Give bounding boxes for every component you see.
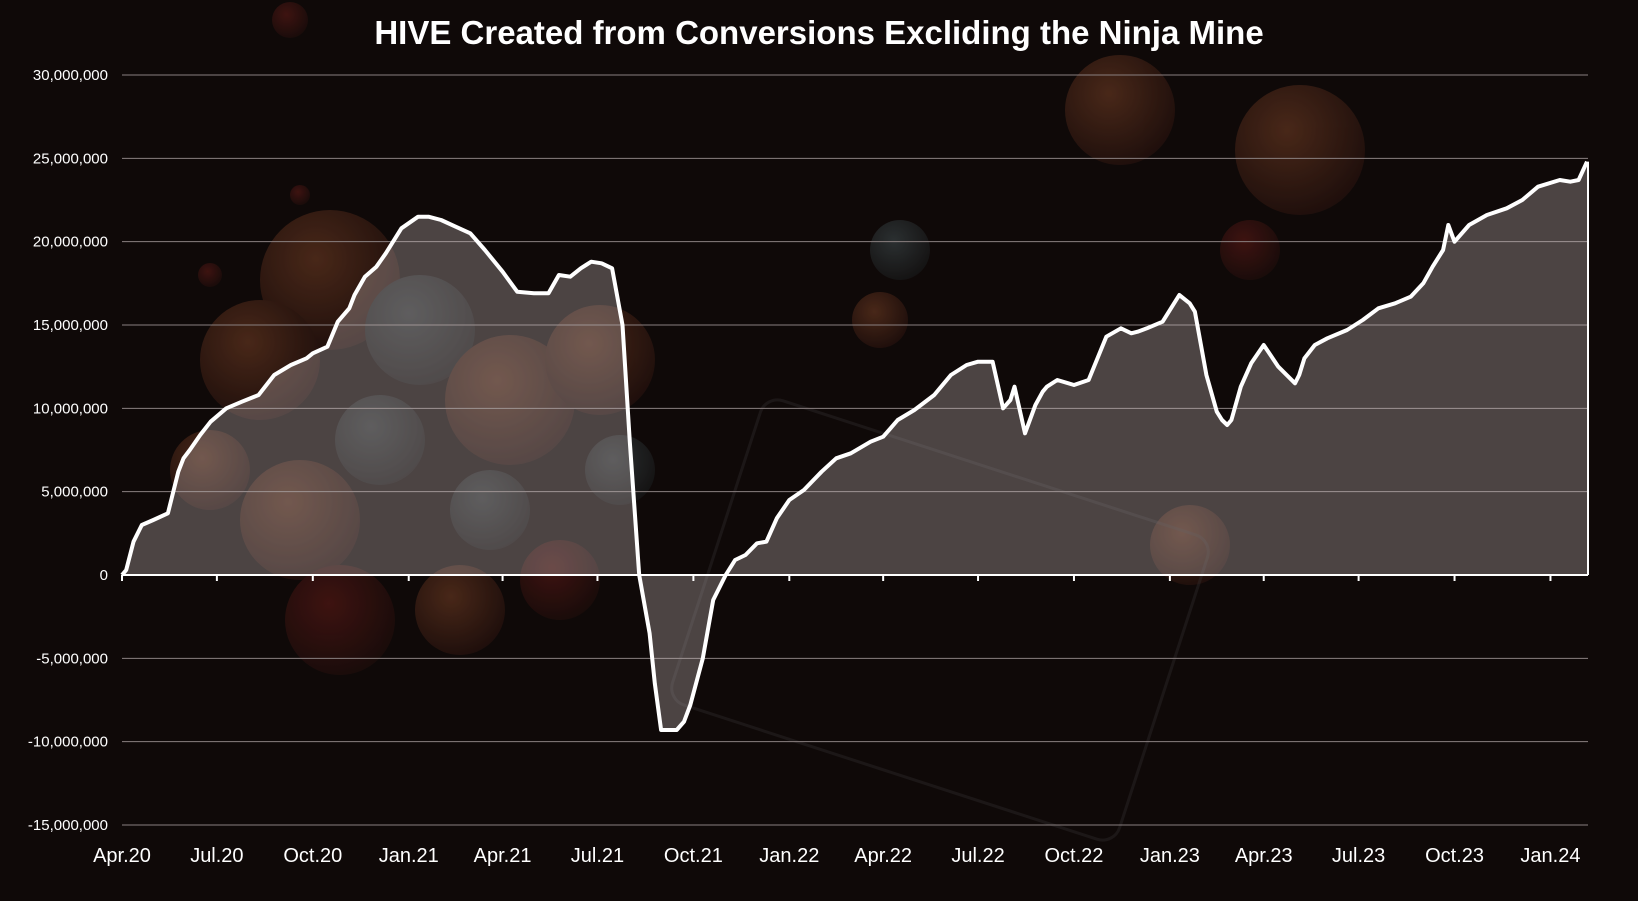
chart-title: HIVE Created from Conversions Excliding …	[374, 14, 1264, 51]
x-tick-label: Oct.22	[1045, 845, 1104, 867]
x-tick-label: Apr.23	[1235, 845, 1293, 867]
x-tick-label: Jan.24	[1520, 845, 1580, 867]
y-tick-label: -5,000,000	[36, 650, 108, 667]
series-line	[120, 160, 1589, 732]
y-tick-label: 0	[100, 567, 108, 584]
x-tick-label: Oct.20	[283, 845, 342, 867]
x-tick-label: Jan.22	[759, 845, 819, 867]
x-tick-label: Oct.21	[664, 845, 723, 867]
y-tick-label: 30,000,000	[33, 67, 108, 84]
y-axis-tick-labels: 30,000,000 25,000,000 20,000,000 15,000,000…	[28, 67, 108, 834]
x-tick-label: Jan.21	[379, 845, 439, 867]
x-tick-label: Apr.22	[854, 845, 912, 867]
y-tick-label: -15,000,000	[28, 817, 108, 834]
x-tick-label: Jul.23	[1332, 845, 1385, 867]
x-tick-label: Jul.20	[190, 845, 243, 867]
x-axis-tick-labels: Apr.20 Jul.20 Oct.20 Jan.21 Apr.21 Jul.21 Oct.…	[93, 845, 1580, 867]
x-tick-label: Jul.22	[951, 845, 1004, 867]
y-tick-label: 15,000,000	[33, 317, 108, 334]
gridlines	[122, 74, 1588, 826]
x-tick-label: Jul.21	[571, 845, 624, 867]
y-tick-label: -10,000,000	[28, 734, 108, 751]
x-tick-label: Apr.21	[474, 845, 532, 867]
series-area-fill	[122, 161, 1587, 730]
x-tick-label: Apr.20	[93, 845, 151, 867]
x-tick-label: Jan.23	[1140, 845, 1200, 867]
y-tick-label: 10,000,000	[33, 400, 108, 417]
x-tick-label: Oct.23	[1425, 845, 1484, 867]
y-tick-label: 20,000,000	[33, 234, 108, 251]
x-axis-ticks	[121, 575, 1552, 581]
y-tick-label: 5,000,000	[41, 484, 108, 501]
y-tick-label: 25,000,000	[33, 150, 108, 167]
